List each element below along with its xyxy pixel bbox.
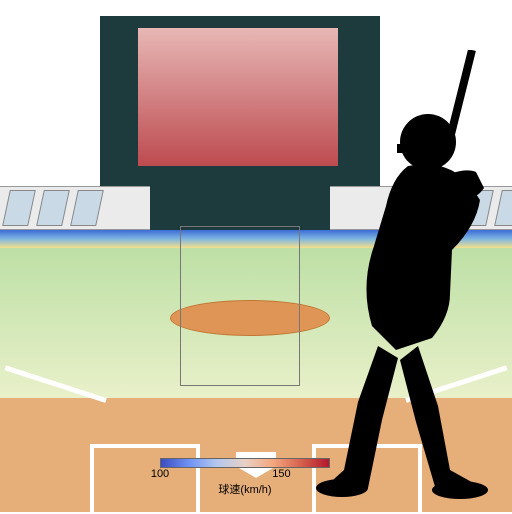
strike-zone (180, 226, 300, 386)
legend-ticks: 100150 (160, 468, 330, 480)
legend-label: 球速(km/h) (150, 481, 340, 497)
speed-legend: 100150 球速(km/h) (150, 458, 340, 497)
batter-silhouette (300, 50, 510, 500)
legend-tick: 150 (272, 468, 290, 480)
legend-colorbar (160, 458, 330, 468)
legend-tick: 100 (151, 468, 169, 480)
